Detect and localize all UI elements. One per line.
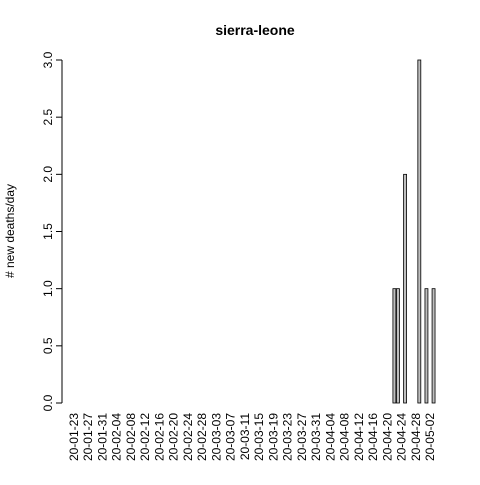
x-tick-label: 20-01-23 xyxy=(67,413,81,461)
y-tick-label: 2.0 xyxy=(41,166,55,183)
y-tick-label: 1.0 xyxy=(41,280,55,297)
bar xyxy=(403,173,407,404)
x-tick-label: 20-03-03 xyxy=(209,413,223,461)
x-tick-label: 20-03-27 xyxy=(295,413,309,461)
bar xyxy=(392,288,397,404)
x-tick-label: 20-04-24 xyxy=(395,413,409,461)
bar xyxy=(424,288,429,404)
y-axis-title: # new deaths/day xyxy=(3,184,17,278)
x-tick-label: 20-03-31 xyxy=(309,413,323,461)
x-tick-label: 20-02-20 xyxy=(167,413,181,461)
x-tick-label: 20-04-20 xyxy=(380,413,394,461)
x-tick-label: 20-02-16 xyxy=(152,413,166,461)
x-tick-label: 20-03-23 xyxy=(281,413,295,461)
y-tick-label: 2.5 xyxy=(41,109,55,126)
x-tick-label: 20-04-12 xyxy=(352,413,366,461)
x-tick-label: 20-02-24 xyxy=(181,413,195,461)
bar xyxy=(396,288,400,404)
x-tick-label: 20-01-27 xyxy=(81,413,95,461)
x-tick-label: 20-02-28 xyxy=(195,413,209,461)
x-tick-label: 20-01-31 xyxy=(95,413,109,461)
x-tick-label: 20-02-12 xyxy=(138,413,152,461)
y-tick-label: 3.0 xyxy=(41,51,55,68)
y-tick-label: 0.5 xyxy=(41,337,55,354)
x-tick-label: 20-03-11 xyxy=(238,413,252,460)
x-tick-label: 20-05-02 xyxy=(423,413,437,461)
bar xyxy=(417,59,422,404)
y-tick-label: 1.5 xyxy=(41,223,55,240)
bar xyxy=(431,288,436,404)
x-tick-label: 20-04-28 xyxy=(409,413,423,461)
x-tick-label: 20-03-07 xyxy=(224,413,238,461)
chart-title: sierra-leone xyxy=(215,22,295,38)
x-tick-label: 20-03-19 xyxy=(266,413,280,461)
x-tick-label: 20-03-15 xyxy=(252,413,266,461)
x-tick-label: 20-02-08 xyxy=(124,413,138,461)
x-tick-label: 20-04-08 xyxy=(338,413,352,461)
x-tick-label: 20-02-04 xyxy=(110,413,124,461)
x-tick-label: 20-04-16 xyxy=(366,413,380,461)
y-tick-label: 0.0 xyxy=(41,394,55,411)
x-tick-label: 20-04-04 xyxy=(323,413,337,461)
